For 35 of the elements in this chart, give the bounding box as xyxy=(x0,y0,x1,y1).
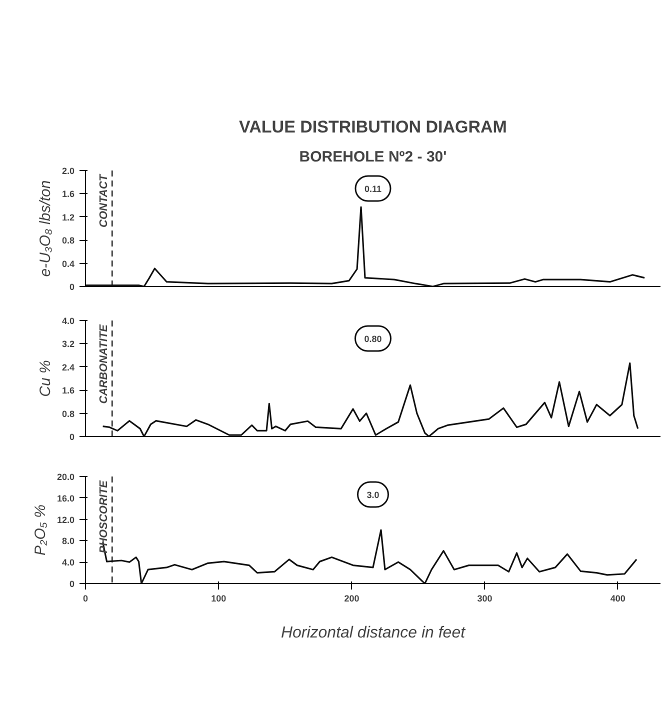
y-tick-label: 0 xyxy=(69,579,75,589)
y-tick-label: 2.0 xyxy=(62,166,75,176)
ref-line-label: CARBONATITE xyxy=(98,324,110,404)
annotation: 0.80 xyxy=(364,334,382,344)
y-tick-label: 1.6 xyxy=(62,386,75,396)
y-tick-label: 0 xyxy=(69,282,75,292)
x-tick-label: 0 xyxy=(82,594,88,604)
y-tick-label: 20.0 xyxy=(56,472,75,482)
annotation: 0.11 xyxy=(364,184,382,194)
x-tick-label: 300 xyxy=(477,594,492,604)
y-tick-label: 4.0 xyxy=(62,558,75,568)
y-tick-label: 0.4 xyxy=(62,258,75,269)
y-tick-label: 8.0 xyxy=(62,536,75,546)
y-tick-label: 16.0 xyxy=(56,493,75,504)
chart-title: VALUE DISTRIBUTION DIAGRAM xyxy=(239,118,507,136)
x-tick-label: 400 xyxy=(610,594,626,604)
annotation: 3.0 xyxy=(366,490,380,500)
x-axis-title: Horizontal distance in feet xyxy=(280,624,466,642)
y-tick-label: 3.2 xyxy=(62,339,75,350)
y-tick-label: 0.8 xyxy=(62,408,75,419)
y-axis-title: Cu % xyxy=(36,360,54,397)
y-tick-label: 1.6 xyxy=(62,189,75,200)
ref-line-label: PHOSCORITE xyxy=(98,480,110,554)
y-axis-title: e-U₃O₈ lbs/ton xyxy=(36,180,54,277)
chart-subtitle: BOREHOLE Nº2 - 30' xyxy=(299,148,447,166)
y-axis-title: P₂O₅ % xyxy=(32,504,49,556)
x-tick-label: 100 xyxy=(211,594,226,604)
x-tick-label: 200 xyxy=(344,594,360,604)
y-tick-label: 0.8 xyxy=(62,236,75,246)
ref-line-label: CONTACT xyxy=(98,173,110,228)
y-tick-label: 4.0 xyxy=(62,316,75,326)
y-tick-label: 12.0 xyxy=(56,514,75,525)
y-tick-label: 2.4 xyxy=(62,362,75,372)
y-tick-label: 1.2 xyxy=(62,212,75,222)
y-tick-label: 0 xyxy=(69,432,75,442)
